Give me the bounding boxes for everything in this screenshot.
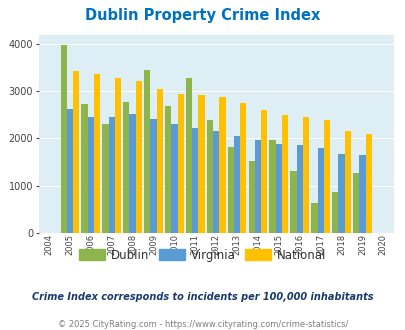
Bar bbox=[317, 148, 323, 233]
Bar bbox=[185, 78, 192, 233]
Bar bbox=[269, 140, 275, 233]
Bar bbox=[352, 173, 358, 233]
Bar bbox=[156, 89, 162, 233]
Bar bbox=[66, 109, 73, 233]
Bar bbox=[60, 45, 66, 233]
Bar bbox=[135, 81, 142, 233]
Bar bbox=[344, 131, 350, 233]
Bar bbox=[311, 203, 317, 233]
Bar bbox=[87, 117, 94, 233]
Bar bbox=[81, 104, 87, 233]
Bar bbox=[94, 74, 100, 233]
Bar bbox=[171, 124, 177, 233]
Bar bbox=[177, 94, 183, 233]
Bar bbox=[115, 78, 121, 233]
Bar bbox=[206, 120, 213, 233]
Bar bbox=[219, 97, 225, 233]
Bar bbox=[192, 128, 198, 233]
Bar bbox=[213, 131, 219, 233]
Bar bbox=[198, 94, 204, 233]
Bar bbox=[123, 102, 129, 233]
Bar bbox=[254, 140, 260, 233]
Bar bbox=[323, 120, 329, 233]
Bar bbox=[129, 114, 135, 233]
Bar bbox=[227, 147, 233, 233]
Bar bbox=[331, 192, 338, 233]
Bar bbox=[150, 118, 156, 233]
Bar bbox=[73, 71, 79, 233]
Bar bbox=[275, 144, 281, 233]
Bar bbox=[144, 70, 150, 233]
Bar bbox=[296, 145, 302, 233]
Text: © 2025 CityRating.com - https://www.cityrating.com/crime-statistics/: © 2025 CityRating.com - https://www.city… bbox=[58, 320, 347, 329]
Text: Crime Index corresponds to incidents per 100,000 inhabitants: Crime Index corresponds to incidents per… bbox=[32, 292, 373, 302]
Bar bbox=[164, 106, 171, 233]
Bar bbox=[248, 161, 254, 233]
Bar bbox=[240, 104, 246, 233]
Bar bbox=[281, 115, 288, 233]
Bar bbox=[338, 154, 344, 233]
Bar bbox=[358, 155, 365, 233]
Bar bbox=[102, 124, 108, 233]
Bar bbox=[233, 136, 240, 233]
Bar bbox=[260, 110, 267, 233]
Legend: Dublin, Virginia, National: Dublin, Virginia, National bbox=[75, 244, 330, 266]
Bar bbox=[302, 117, 309, 233]
Bar bbox=[108, 117, 115, 233]
Bar bbox=[365, 134, 371, 233]
Text: Dublin Property Crime Index: Dublin Property Crime Index bbox=[85, 8, 320, 23]
Bar bbox=[290, 171, 296, 233]
